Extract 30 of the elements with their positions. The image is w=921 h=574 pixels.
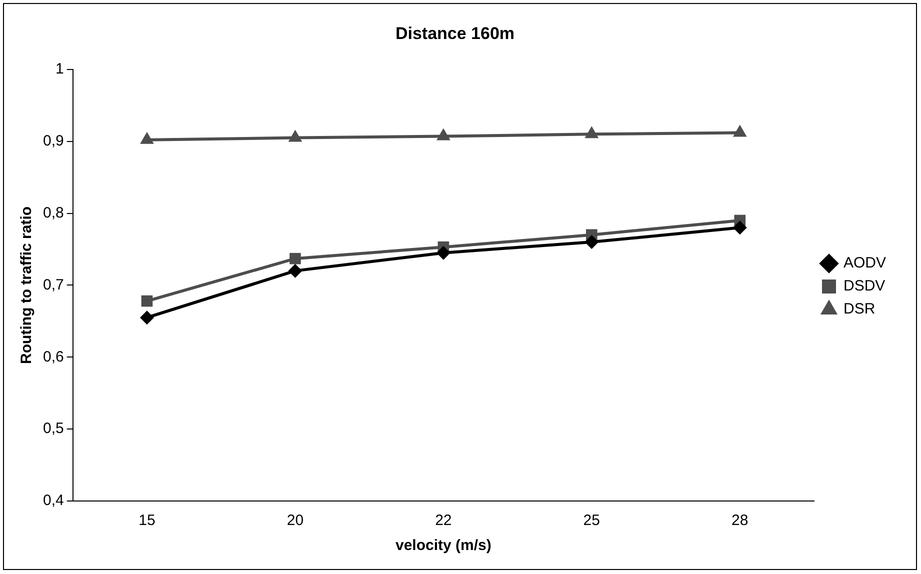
point (436, 246, 450, 260)
x-tick-label: 20 (286, 512, 304, 530)
y-tick-label: 1 (56, 60, 64, 78)
point (732, 124, 747, 137)
point (140, 132, 154, 144)
point (141, 295, 153, 307)
y-tick-label: 0,9 (42, 132, 64, 150)
x-tick-label: 15 (138, 512, 156, 530)
y-tick-label: 0,7 (42, 276, 64, 294)
x-tick-label: 25 (583, 512, 600, 530)
point (584, 126, 599, 138)
point (290, 252, 301, 264)
legend-label: DSDV (843, 278, 886, 295)
y-tick-label: 0,6 (42, 348, 64, 366)
y-tick-label: 0,4 (42, 492, 64, 510)
point (288, 130, 302, 142)
y-tick-label: 0,5 (42, 420, 64, 438)
point (436, 128, 450, 140)
chart-title: Distance 160m (395, 24, 515, 43)
y-tick-label: 0,8 (42, 204, 64, 222)
x-axis-title: velocity (m/s) (395, 537, 492, 554)
point (140, 310, 154, 325)
legend-label: AODV (843, 254, 886, 272)
y-axis-title: Routing to traffic ratio (18, 206, 36, 364)
x-tick-label: 28 (732, 512, 748, 530)
point (584, 235, 599, 250)
x-tick-label: 22 (435, 512, 452, 530)
point (732, 220, 747, 235)
legend-label: DSR (843, 300, 876, 318)
point (288, 264, 302, 278)
